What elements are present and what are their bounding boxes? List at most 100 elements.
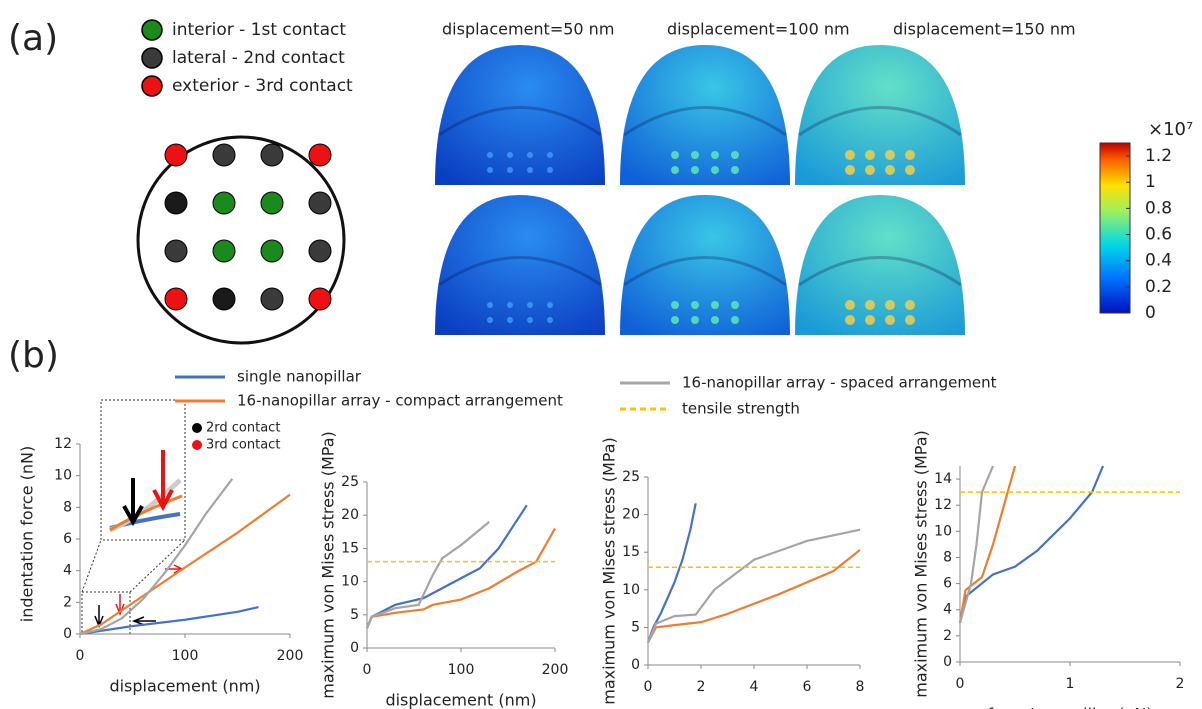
y-tick-label: 0 — [943, 654, 952, 670]
colorbar-tick-label: 0.6 — [1145, 225, 1172, 245]
pillar — [213, 192, 235, 214]
stress-spot — [507, 317, 513, 323]
x-tick-label: 4 — [750, 679, 759, 695]
figure: (a) (b) ×10⁷ interior - 1st contactlater… — [0, 0, 1202, 709]
stress-spot — [711, 166, 719, 174]
y-tick-label: 5 — [350, 607, 359, 623]
legend-dot — [142, 48, 162, 68]
pillar — [165, 240, 187, 262]
stress-render — [795, 195, 965, 335]
legend-text: 16-nanopillar array - compact arrangemen… — [237, 392, 563, 410]
pillar — [261, 144, 283, 166]
stress-spot — [905, 150, 915, 160]
stress-render — [795, 45, 965, 185]
stress-spot — [731, 301, 739, 309]
x-tick-label: 100 — [172, 648, 199, 664]
stress-spot — [527, 317, 533, 323]
stress-spot — [731, 166, 739, 174]
legend-text: tensile strength — [682, 400, 800, 418]
stress-spot — [845, 300, 855, 310]
pillar — [309, 144, 331, 166]
pillar — [309, 288, 331, 310]
y-tick-label: 0 — [631, 657, 640, 673]
y-tick-label: 2 — [943, 628, 952, 644]
series-line — [648, 550, 860, 642]
stress-spot — [731, 316, 739, 324]
x-tick-label: 1 — [1066, 676, 1075, 692]
x-tick-label: 200 — [542, 662, 569, 678]
stress-spot — [845, 150, 855, 160]
stress-spot — [691, 301, 699, 309]
legend-text: 16-nanopillar array - spaced arrangement — [682, 374, 997, 392]
colorbar — [1100, 143, 1130, 313]
colorbar-tick-label: 0.2 — [1145, 277, 1172, 297]
stress-spot — [845, 315, 855, 325]
y-tick-label: 6 — [943, 576, 952, 592]
stress-spot — [507, 167, 513, 173]
stress-spot — [671, 316, 679, 324]
stress-spot — [905, 165, 915, 175]
y-tick-label: 10 — [341, 574, 359, 590]
stress-spot — [845, 165, 855, 175]
stress-spot — [691, 166, 699, 174]
stress-spot — [885, 315, 895, 325]
x-tick-label: 8 — [856, 679, 865, 695]
y-tick-label: 0 — [63, 626, 72, 642]
series-line — [367, 522, 489, 628]
stress-render — [620, 195, 790, 335]
stress-spot — [865, 150, 875, 160]
y-tick-label: 4 — [63, 563, 72, 579]
x-tick-label: 200 — [277, 648, 304, 664]
stress-spot — [905, 300, 915, 310]
colorbar-tick-label: 0.8 — [1145, 198, 1172, 218]
panel-label: (b) — [8, 335, 59, 376]
legend-text: exterior - 3rd contact — [172, 76, 353, 96]
x-tick-label: 2 — [697, 679, 706, 695]
pillar — [261, 288, 283, 310]
y-tick-label: 14 — [934, 471, 952, 487]
colorbar-exponent: ×10⁷ — [1148, 119, 1193, 140]
stress-spot — [711, 301, 719, 309]
series-line — [648, 503, 696, 642]
y-axis-label: maximum von Mises stress (MPa) — [912, 430, 931, 698]
stress-spot — [507, 152, 513, 158]
pillar — [213, 144, 235, 166]
y-tick-label: 15 — [341, 540, 359, 556]
y-tick-label: 2 — [63, 594, 72, 610]
stress-spot — [527, 167, 533, 173]
stress-spot — [865, 165, 875, 175]
x-tick-label: 0 — [76, 648, 85, 664]
y-tick-label: 8 — [63, 499, 72, 515]
x-tick-label: 2 — [1176, 676, 1185, 692]
stress-spot — [865, 315, 875, 325]
stress-spot — [671, 151, 679, 159]
stress-spot — [487, 317, 493, 323]
legend-text: interior - 1st contact — [172, 20, 346, 40]
stress-spot — [711, 151, 719, 159]
stress-spot — [527, 302, 533, 308]
stress-spot — [885, 165, 895, 175]
pillar — [213, 240, 235, 262]
y-tick-label: 5 — [631, 619, 640, 635]
y-axis-label: indentation force (nN) — [18, 446, 37, 623]
x-tick-label: 6 — [803, 679, 812, 695]
y-tick-label: 10 — [54, 468, 72, 484]
stress-spot — [691, 316, 699, 324]
stress-spot — [487, 167, 493, 173]
y-tick-label: 8 — [943, 549, 952, 565]
y-tick-label: 20 — [341, 507, 359, 523]
annotation-dot — [192, 440, 202, 450]
y-tick-label: 10 — [934, 523, 952, 539]
x-tick-label: 0 — [644, 679, 653, 695]
column-label: displacement=150 nm — [893, 20, 1076, 39]
x-axis-label: displacement (nm) — [109, 677, 260, 696]
y-tick-label: 10 — [622, 582, 640, 598]
panel-label: (a) — [8, 18, 58, 59]
x-tick-label: 0 — [956, 676, 965, 692]
colorbar-tick-label: 1 — [1145, 172, 1156, 192]
colorbar-tick-label: 0.4 — [1145, 251, 1172, 271]
y-tick-label: 0 — [350, 640, 359, 656]
x-tick-label: 0 — [363, 662, 372, 678]
legend-dot — [142, 76, 162, 96]
x-tick-label: 100 — [448, 662, 475, 678]
